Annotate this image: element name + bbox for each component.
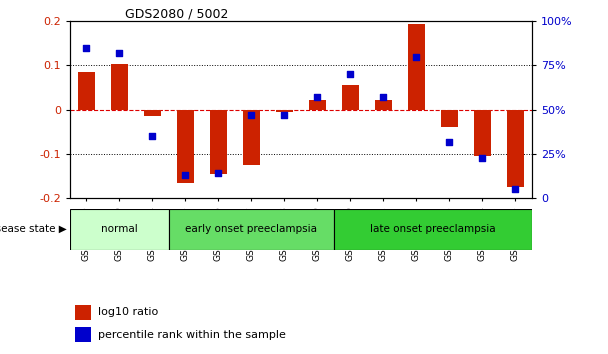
Point xyxy=(313,95,322,100)
Text: normal: normal xyxy=(101,224,138,234)
Bar xyxy=(111,64,128,110)
Bar xyxy=(375,99,392,110)
Bar xyxy=(408,24,425,110)
Text: log10 ratio: log10 ratio xyxy=(98,307,158,317)
Bar xyxy=(210,110,227,174)
Bar xyxy=(441,110,458,127)
Bar xyxy=(334,209,532,250)
Point xyxy=(114,50,124,56)
Point xyxy=(247,112,257,118)
Bar xyxy=(78,72,95,110)
Point xyxy=(511,187,520,192)
Point xyxy=(148,133,157,139)
Text: percentile rank within the sample: percentile rank within the sample xyxy=(98,330,286,339)
Bar xyxy=(177,110,194,183)
Text: GDS2080 / 5002: GDS2080 / 5002 xyxy=(125,7,229,20)
Point xyxy=(181,172,190,178)
Bar xyxy=(309,99,326,110)
Bar xyxy=(169,209,334,250)
Bar xyxy=(144,110,161,116)
Bar xyxy=(507,110,523,187)
Text: early onset preeclampsia: early onset preeclampsia xyxy=(185,224,317,234)
Bar xyxy=(75,327,91,342)
Bar xyxy=(342,85,359,110)
Bar xyxy=(70,209,169,250)
Point xyxy=(444,139,454,144)
Point xyxy=(345,72,355,77)
Point xyxy=(478,155,488,160)
Text: late onset preeclampsia: late onset preeclampsia xyxy=(370,224,496,234)
Bar xyxy=(276,110,292,112)
Point xyxy=(213,171,223,176)
Text: disease state ▶: disease state ▶ xyxy=(0,224,67,234)
Bar xyxy=(474,110,491,156)
Point xyxy=(379,95,389,100)
Point xyxy=(412,54,421,59)
Bar xyxy=(243,110,260,165)
Bar xyxy=(75,305,91,320)
Point xyxy=(280,112,289,118)
Point xyxy=(81,45,91,51)
